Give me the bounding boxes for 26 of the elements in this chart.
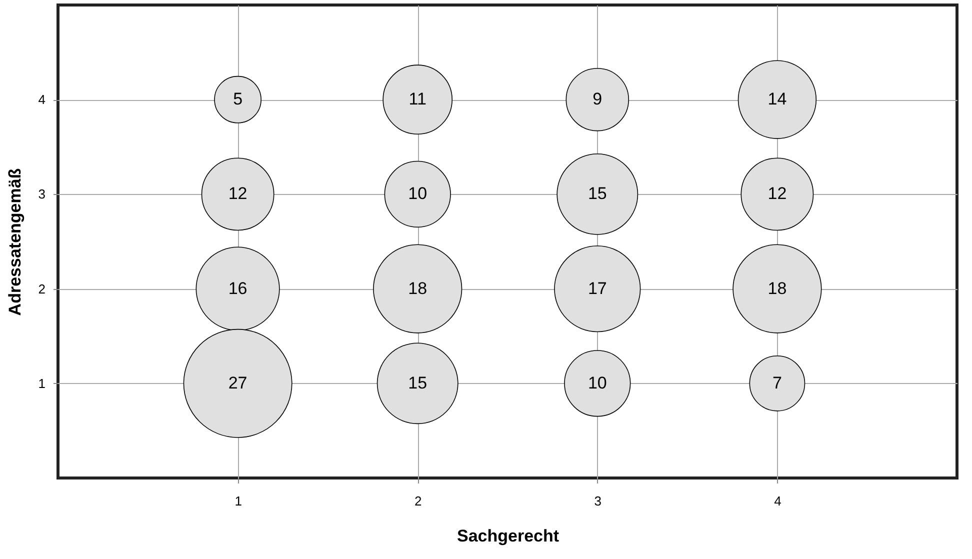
data-label: 5 — [233, 90, 243, 109]
y-tick-label: 3 — [38, 186, 46, 202]
data-label: 7 — [772, 373, 782, 392]
x-tick-label: 1 — [234, 494, 242, 508]
data-label: 12 — [768, 184, 787, 204]
x-tick-label: 4 — [774, 494, 782, 508]
data-label: 18 — [768, 278, 787, 298]
data-label: 12 — [228, 184, 248, 204]
data-label: 10 — [408, 184, 428, 204]
data-label: 18 — [408, 278, 428, 298]
x-tick-label: 3 — [594, 494, 602, 508]
data-label: 15 — [588, 184, 607, 204]
data-label: 17 — [588, 278, 607, 298]
y-tick-label: 4 — [38, 92, 46, 108]
data-label: 16 — [228, 278, 248, 298]
y-tick-label: 1 — [38, 376, 46, 391]
data-label: 10 — [588, 373, 607, 392]
data-label: 27 — [228, 373, 248, 392]
x-tick-label: 2 — [414, 494, 422, 508]
y-tick-label: 2 — [38, 281, 46, 296]
data-label: 11 — [408, 90, 426, 109]
data-label: 9 — [592, 90, 602, 109]
y-axis-title: Adressatengemäß — [5, 168, 24, 316]
x-axis-title: Sachgerecht — [456, 526, 560, 546]
data-label: 15 — [408, 373, 428, 392]
data-label: 14 — [768, 90, 787, 109]
